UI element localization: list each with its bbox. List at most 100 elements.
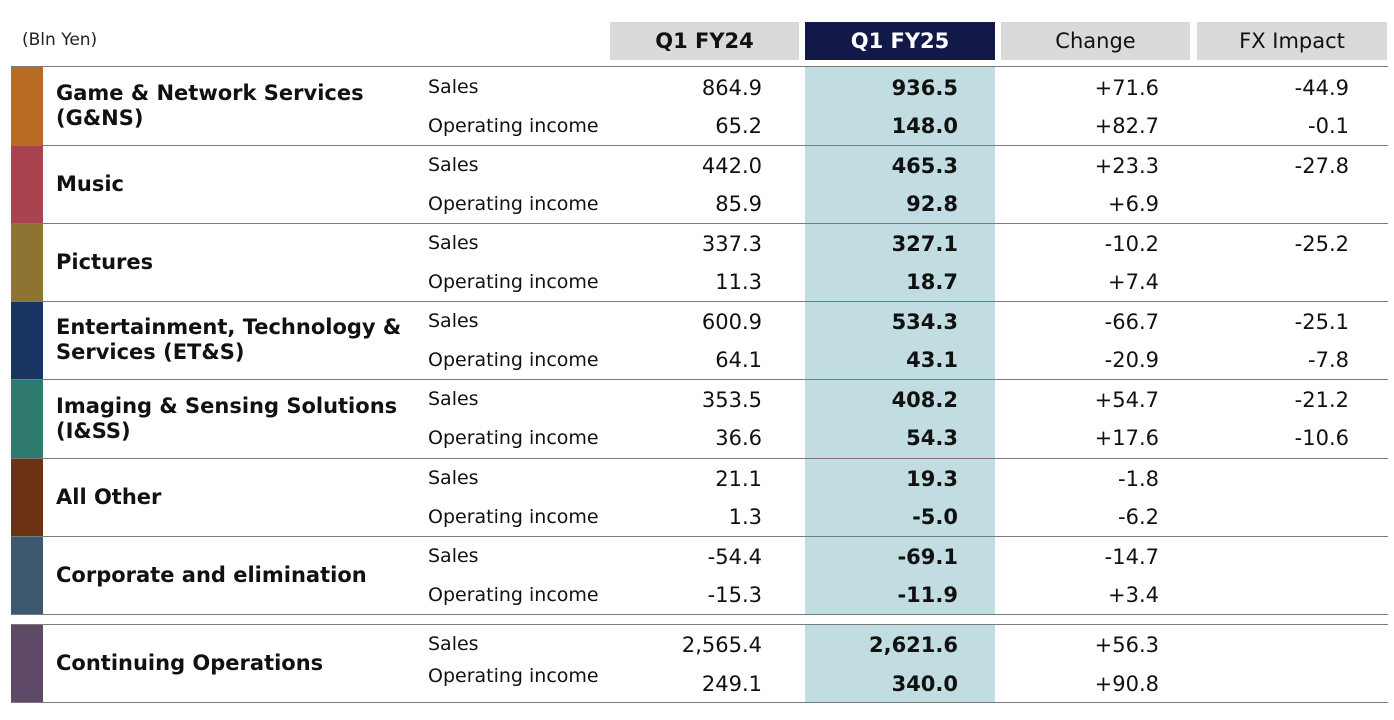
value-oi-q1-fy25: -11.9 xyxy=(897,583,958,607)
value-sales-change: +23.3 xyxy=(1094,154,1159,178)
col-header-change: Change xyxy=(1001,22,1190,60)
value-oi-change: +90.8 xyxy=(1094,672,1159,696)
metric-label-operating-income: Operating income xyxy=(428,665,599,687)
segment-pictures: Pictures Sales 337.3 327.1 -10.2 -25.2 Operati… xyxy=(0,223,1394,301)
value-oi-change: -6.2 xyxy=(1118,505,1159,529)
row-divider xyxy=(11,458,1388,459)
segment-name: Corporate and elimination xyxy=(56,536,406,614)
metric-label-operating-income: Operating income xyxy=(428,349,599,371)
metric-label-sales: Sales xyxy=(428,232,479,254)
segment-color-swatch xyxy=(11,67,43,145)
metric-label-sales: Sales xyxy=(428,545,479,567)
value-sales-change: -66.7 xyxy=(1104,310,1159,334)
segment-name-line2: (G&NS) xyxy=(56,106,144,130)
metric-label-operating-income: Operating income xyxy=(428,427,599,449)
value-oi-q1-fy24: 36.6 xyxy=(715,426,762,450)
row-divider xyxy=(11,301,1388,302)
value-oi-q1-fy24: 85.9 xyxy=(715,192,762,216)
value-sales-fx-impact: -27.8 xyxy=(1294,154,1349,178)
metric-label-operating-income: Operating income xyxy=(428,506,599,528)
value-sales-q1-fy24: 2,565.4 xyxy=(681,633,762,657)
value-sales-q1-fy25: 327.1 xyxy=(891,232,958,256)
segment-corporate: Corporate and elimination Sales -54.4 -69.1… xyxy=(0,536,1394,614)
value-sales-q1-fy24: 337.3 xyxy=(701,232,762,256)
metric-label-operating-income: Operating income xyxy=(428,271,599,293)
value-sales-q1-fy25: 936.5 xyxy=(891,76,958,100)
segment-name-line2: (I&SS) xyxy=(56,418,131,443)
value-oi-q1-fy24: 65.2 xyxy=(715,114,762,138)
segment-iss: Imaging & Sensing Solutions (I&SS) Sales 35… xyxy=(0,379,1394,458)
segment-color-swatch xyxy=(11,458,43,536)
current-period-highlight xyxy=(805,67,995,702)
segment-color-swatch xyxy=(11,301,43,379)
row-divider xyxy=(11,702,1388,703)
metric-label-sales: Sales xyxy=(428,633,479,655)
highlight-gap xyxy=(805,615,995,625)
value-sales-q1-fy24: 864.9 xyxy=(701,76,762,100)
segment-name: Game & Network Services (G&NS) xyxy=(56,67,406,145)
segment-name: Music xyxy=(56,145,406,223)
segment-name-line2: Services (ET&S) xyxy=(56,340,245,364)
segment-name-line1: All Other xyxy=(56,484,162,509)
value-oi-q1-fy24: 11.3 xyxy=(715,270,762,294)
segment-color-swatch xyxy=(11,625,43,702)
value-sales-fx-impact: -25.2 xyxy=(1294,232,1349,256)
value-sales-q1-fy25: 465.3 xyxy=(891,154,958,178)
segment-name-line1: Corporate and elimination xyxy=(56,562,367,587)
segment-name: Pictures xyxy=(56,223,406,301)
row-divider xyxy=(11,66,1388,67)
segment-gns: Game & Network Services (G&NS) Sales 864.9 9… xyxy=(0,67,1394,145)
row-divider xyxy=(11,379,1388,380)
row-divider xyxy=(11,614,1388,615)
value-oi-q1-fy25: 18.7 xyxy=(906,270,958,294)
segment-name-line1: Pictures xyxy=(56,249,154,274)
value-sales-change: -14.7 xyxy=(1104,545,1159,569)
value-oi-q1-fy24: 1.3 xyxy=(728,505,762,529)
segment-name: All Other xyxy=(56,458,406,536)
metric-label-sales: Sales xyxy=(428,154,479,176)
segment-color-swatch xyxy=(11,536,43,614)
value-oi-q1-fy25: 340.0 xyxy=(891,672,958,696)
metric-label-sales: Sales xyxy=(428,76,479,98)
row-divider xyxy=(11,223,1388,224)
value-oi-q1-fy24: 64.1 xyxy=(715,348,762,372)
segment-name-line1: Continuing Operations xyxy=(56,651,324,675)
metric-label-operating-income: Operating income xyxy=(428,193,599,215)
value-oi-change: +82.7 xyxy=(1094,114,1159,138)
value-sales-q1-fy24: 353.5 xyxy=(701,388,762,412)
value-oi-change: +7.4 xyxy=(1108,270,1159,294)
value-sales-q1-fy24: 21.1 xyxy=(715,467,762,491)
value-sales-q1-fy24: -54.4 xyxy=(707,545,762,569)
value-oi-q1-fy25: 148.0 xyxy=(891,114,958,138)
segment-continuing-ops: Continuing Operations Sales 2,565.4 2,621.6… xyxy=(0,625,1394,702)
segment-name-line1: Music xyxy=(56,171,124,196)
value-sales-q1-fy24: 442.0 xyxy=(701,154,762,178)
value-oi-q1-fy25: 92.8 xyxy=(906,192,958,216)
segment-name-line1: Game & Network Services xyxy=(56,81,364,105)
value-sales-change: -10.2 xyxy=(1104,232,1159,256)
value-sales-q1-fy25: 2,621.6 xyxy=(868,633,958,657)
col-header-q1-fy25: Q1 FY25 xyxy=(805,22,995,60)
segment-ets: Entertainment, Technology & Services (ET&… xyxy=(0,301,1394,379)
value-sales-change: -1.8 xyxy=(1118,467,1159,491)
value-sales-fx-impact: -44.9 xyxy=(1294,76,1349,100)
value-sales-q1-fy25: -69.1 xyxy=(897,545,958,569)
metric-label-operating-income: Operating income xyxy=(428,584,599,606)
value-oi-q1-fy25: -5.0 xyxy=(912,505,958,529)
metric-label-sales: Sales xyxy=(428,310,479,332)
metric-label-operating-income: Operating income xyxy=(428,115,599,137)
segment-all-other: All Other Sales 21.1 19.3 -1.8 Operating inco… xyxy=(0,458,1394,536)
col-header-q1-fy24: Q1 FY24 xyxy=(610,22,799,60)
row-divider xyxy=(11,145,1388,146)
value-sales-change: +54.7 xyxy=(1094,388,1159,412)
segment-color-swatch xyxy=(11,379,43,458)
segment-name-line1: Entertainment, Technology & xyxy=(56,315,402,339)
value-oi-fx-impact: -0.1 xyxy=(1308,114,1349,138)
col-header-fx-impact: FX Impact xyxy=(1197,22,1387,60)
row-divider xyxy=(11,624,1388,625)
value-oi-q1-fy25: 43.1 xyxy=(906,348,958,372)
value-sales-change: +56.3 xyxy=(1094,633,1159,657)
value-oi-change: +17.6 xyxy=(1094,426,1159,450)
value-oi-q1-fy25: 54.3 xyxy=(906,426,958,450)
value-oi-q1-fy24: -15.3 xyxy=(707,583,762,607)
